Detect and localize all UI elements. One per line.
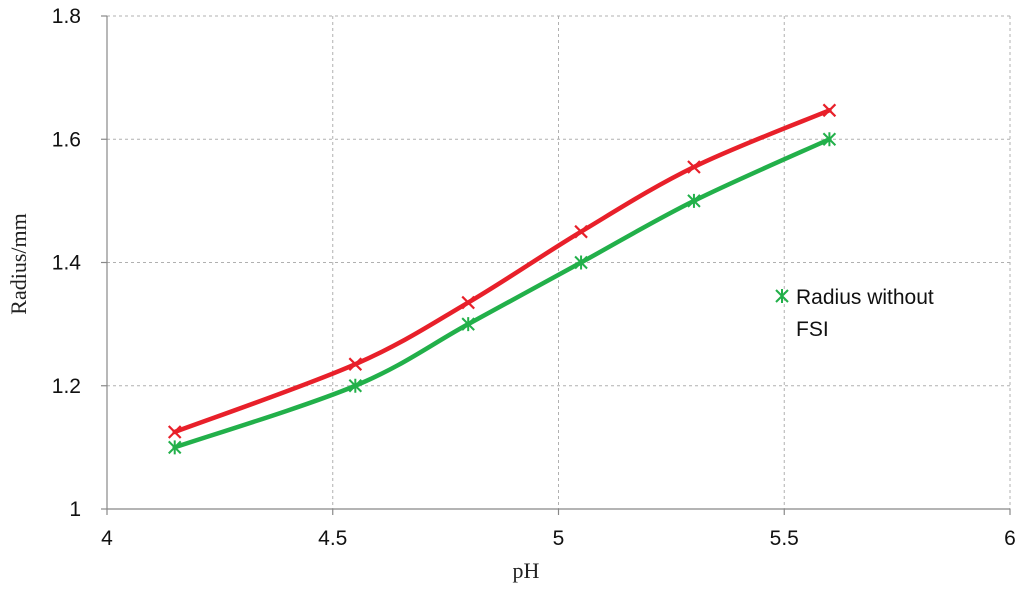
data-point-marker [348,357,363,371]
data-point-marker [461,317,475,332]
x-tick-label: 4 [101,527,113,550]
series-line-2 [172,137,832,450]
series-line-1 [172,108,832,435]
data-point-marker [574,224,588,239]
data-point-marker [822,103,837,118]
data-point-marker [574,255,588,270]
data-point-marker [167,425,182,439]
x-tick-label: 6 [1004,527,1016,550]
legend-label-line-1: Radius without [796,286,934,309]
data-point-marker [687,160,701,174]
y-axis-title: Radius/mm [6,213,31,314]
axes [101,15,1011,515]
data-point-marker [168,440,182,455]
legend-asterisk-icon [775,289,789,303]
legend: Radius without FSI [775,286,934,341]
data-point-marker [822,132,837,147]
x-tick-label: 4.5 [318,527,347,550]
y-tick-label: 1.4 [52,252,82,275]
y-tick-label: 1.2 [52,375,81,398]
series-group [167,103,837,455]
data-point-marker [461,295,475,310]
data-point-marker [687,193,701,208]
y-tick-label: 1 [69,498,81,521]
data-point-marker [348,378,363,393]
y-tick-label: 1.8 [52,5,81,28]
grid [107,15,1011,509]
x-tick-label: 5.5 [770,527,799,550]
x-axis-title: pH [513,558,540,583]
legend-label-line-2: FSI [796,318,829,341]
tick-labels: 4 4.5 5 5.5 6 1 1.2 1.4 1.6 1.8 [52,5,1016,550]
x-tick-label: 5 [553,527,565,550]
legend-marker-icon [775,289,789,303]
y-tick-label: 1.6 [52,128,81,151]
